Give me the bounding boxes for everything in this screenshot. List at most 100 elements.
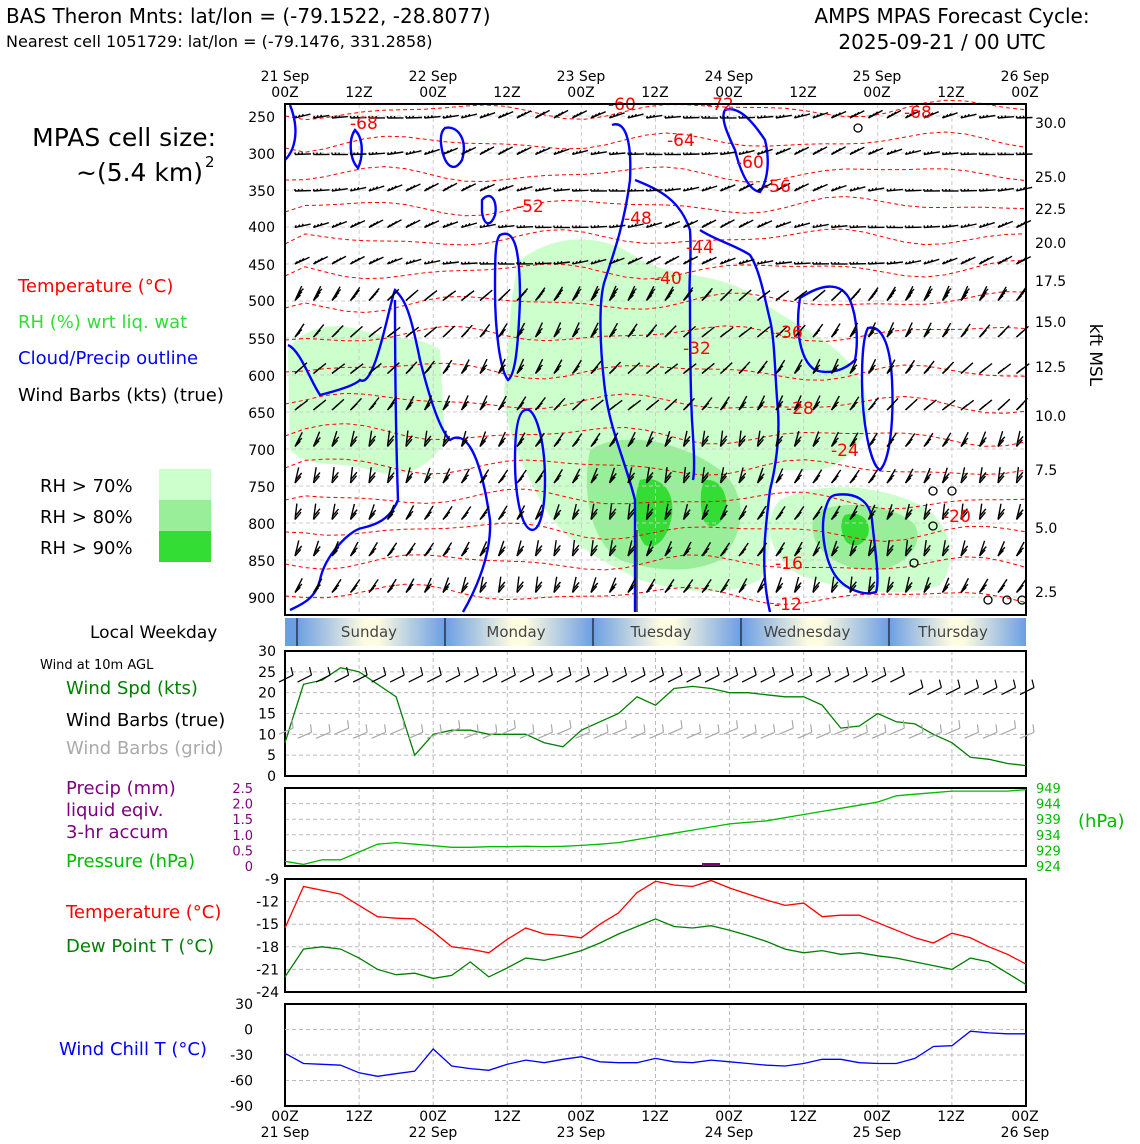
profile-wind-barb-feather <box>813 152 816 155</box>
profile-wind-barb-feather <box>427 331 431 334</box>
true-wind-barb-feather <box>1013 680 1015 688</box>
top-hour-9: 12Z <box>937 85 964 101</box>
weekday-label: Local Weekday <box>90 623 217 643</box>
profile-wind-barb-feather <box>505 148 508 151</box>
true-wind-barb <box>557 675 571 682</box>
profile-wind-barb-feather <box>839 225 840 227</box>
p-tick-600: 600 <box>248 369 275 385</box>
profile-wind-barb-feather <box>706 152 707 154</box>
weekday-strip: Sunday Monday Tuesday Wednesday Thursday <box>285 618 1026 646</box>
true-wind-barb-feather <box>384 667 386 675</box>
true-wind-barb-feather <box>736 667 738 675</box>
profile-wind-barb-feather <box>443 262 444 264</box>
profile-wind-barb-feather <box>339 115 340 117</box>
profile-wind-barb-feather <box>536 115 539 118</box>
profile-wind-barb-feather <box>869 189 870 191</box>
wind-agl-label: Wind at 10m AGL <box>40 658 154 673</box>
profile-wind-barb-feather <box>946 152 947 154</box>
true-wind-barb-feather <box>810 667 812 675</box>
top-hour-1: 12Z <box>345 85 372 101</box>
weekday-thursday: Thursday <box>917 623 988 641</box>
profile-wind-barb-feather <box>425 188 428 191</box>
grid-wind-barb-feather <box>959 720 960 728</box>
true-wind-barb-feather <box>587 667 589 675</box>
kft-tick-22-5: 22.5 <box>1035 202 1066 218</box>
legend-wind-barbs: Wind Barbs (kts) (true) <box>18 385 224 406</box>
top-day-0: 21 Sep <box>261 69 310 85</box>
true-wind-barb <box>835 675 849 682</box>
profile-wind-barb-feather <box>428 116 429 118</box>
legend-rh90-label: RH > 90% <box>40 538 133 559</box>
bottom-day-6: 24 Sep <box>705 1125 754 1140</box>
cloud-outline-d <box>482 196 496 223</box>
profile-wind-barb-feather <box>946 225 947 227</box>
profile-wind-barb-feather <box>650 260 653 263</box>
wind-ytick-3: 15 <box>258 707 276 723</box>
grid-wind-barb-feather <box>903 720 904 728</box>
kft-tick-20: 20.0 <box>1035 236 1066 252</box>
profile-wind-barb-feather <box>449 185 452 188</box>
profile-wind-barb-feather <box>558 189 559 191</box>
kft-axis-label: kft MSL <box>1085 324 1105 387</box>
profile-wind-barb-feather <box>447 115 448 117</box>
cell-size-label: MPAS cell size: <box>32 123 216 152</box>
kft-tick-12-5: 12.5 <box>1035 360 1066 376</box>
profile-wind-barb-feather <box>931 151 932 153</box>
precip-label-3: 3-hr accum <box>66 822 168 843</box>
profile-wind-barb-feather <box>875 188 876 190</box>
bottom-hour-0: 00Z <box>271 1109 298 1125</box>
grid-wind-barb <box>298 732 312 738</box>
kft-tick-7-5: 7.5 <box>1035 463 1057 479</box>
profile-wind-barb <box>961 154 977 155</box>
grid-wind-barb <box>372 732 386 738</box>
profile-wind-barb-feather <box>1020 260 1023 263</box>
profile-wind-barb-feather <box>908 404 912 408</box>
isotherm-label-13: -16 <box>775 554 803 574</box>
profile-wind-barb-feather <box>950 225 951 227</box>
profile-wind-barb-feather <box>817 225 818 227</box>
profile-wind-barb-feather <box>484 225 485 227</box>
grid-wind-barb-feather <box>588 724 589 732</box>
grid-wind-barb <box>761 732 775 738</box>
kft-tick-2-5: 2.5 <box>1035 585 1057 601</box>
bottom-day-4: 23 Sep <box>557 1125 606 1140</box>
profile-wind-barb-feather <box>665 116 666 118</box>
profile-wind-barb <box>610 153 626 155</box>
profile-wind-barb-feather <box>1001 404 1005 408</box>
profile-wind-barb-feather <box>447 262 448 264</box>
grid-wind-barb <box>964 732 978 738</box>
profile-wind-barb-feather <box>832 226 833 228</box>
profile-wind-barb-feather <box>391 152 392 154</box>
bottom-hour-7: 12Z <box>789 1109 816 1125</box>
isotherm-label-5: -48 <box>624 209 652 229</box>
profile-wind-barb-feather <box>446 187 449 190</box>
true-wind-barb-feather <box>921 680 923 688</box>
grid-wind-barb-feather <box>440 724 441 732</box>
weekday-wednesday: Wednesday <box>764 623 851 641</box>
profile-wind-barb-feather <box>1019 331 1023 335</box>
true-wind-barb <box>446 675 460 682</box>
profile-wind-barb-feather <box>336 188 337 190</box>
profile-wind-barb-feather <box>647 261 650 264</box>
chill-ytick-3: 0 <box>244 1023 253 1039</box>
legend-rh70-label: RH > 70% <box>40 476 133 497</box>
grid-wind-barb-feather <box>459 720 460 728</box>
profile-wind-barb-feather <box>485 293 489 296</box>
isotherm-label-9: -32 <box>683 339 711 359</box>
profile-wind-barb-feather <box>924 152 925 154</box>
profile-wind-barb-feather <box>480 152 483 155</box>
grid-wind-barb-feather <box>625 720 626 728</box>
grid-wind-barb <box>983 732 997 738</box>
precip-ytick-1: 0.5 <box>232 844 253 859</box>
profile-wind-barb-feather <box>499 226 500 228</box>
kft-axis: 30.0 25.0 22.5 20.0 17.5 15.0 12.5 10.0 … <box>1035 116 1066 601</box>
profile-wind-barb-feather <box>950 152 951 154</box>
profile-wind-barb-feather <box>705 223 708 226</box>
grid-wind-barb-feather <box>811 724 812 732</box>
profile-wind-barb-feather <box>668 260 671 263</box>
true-wind-barb-feather <box>847 667 849 675</box>
profile-wind-barb-feather <box>320 115 321 117</box>
grid-wind-barb-feather <box>866 724 867 732</box>
profile-wind-barb-feather <box>887 262 888 264</box>
